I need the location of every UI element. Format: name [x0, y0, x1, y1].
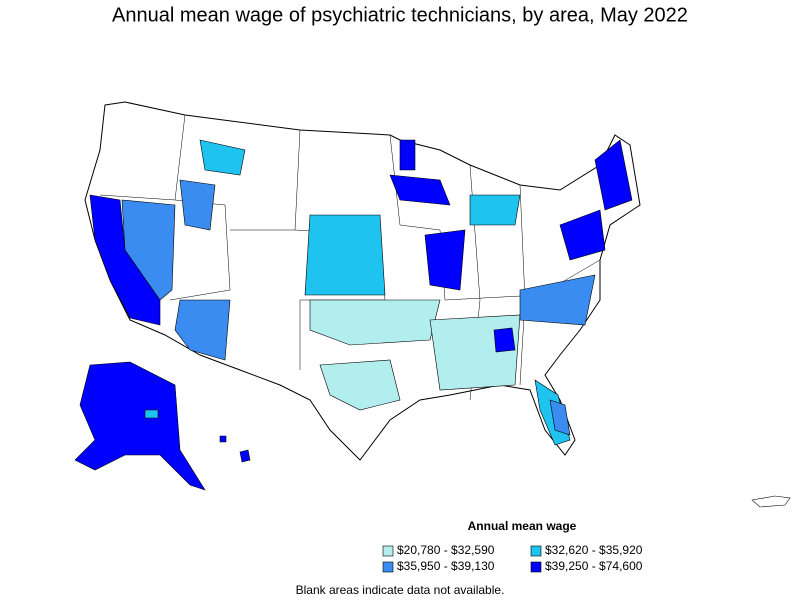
legend-swatch [530, 545, 542, 557]
region [424, 229, 466, 291]
legend-title: Annual mean wage [468, 519, 577, 533]
legend: $20,780 - $32,590 $32,620 - $35,920 $35,95… [382, 543, 643, 573]
region [199, 139, 246, 176]
region [219, 435, 227, 443]
region [304, 214, 386, 296]
legend-label: $35,950 - $39,130 [397, 559, 495, 573]
region [519, 274, 596, 326]
region [174, 299, 231, 361]
legend-swatch [530, 561, 542, 573]
legend-swatch [382, 561, 394, 573]
region [549, 399, 571, 436]
legend-label: $32,620 - $35,920 [545, 543, 643, 557]
region [469, 194, 521, 226]
region [559, 209, 606, 261]
footnote: Blank areas indicate data not available. [296, 583, 505, 597]
legend-swatch [382, 545, 394, 557]
region [493, 327, 516, 353]
region [121, 199, 176, 301]
puerto-rico [751, 495, 791, 508]
title: Annual mean wage of psychiatric technici… [112, 4, 688, 26]
region [319, 359, 401, 411]
region [179, 179, 216, 231]
region [89, 194, 161, 326]
region [239, 449, 251, 463]
region [399, 139, 416, 171]
region [429, 314, 521, 391]
map [74, 101, 791, 508]
region [74, 361, 206, 491]
legend-label: $20,780 - $32,590 [397, 543, 495, 557]
region [389, 174, 451, 206]
region [309, 299, 441, 346]
region [594, 139, 633, 211]
legend-label: $39,250 - $74,600 [545, 559, 643, 573]
region [144, 409, 159, 419]
